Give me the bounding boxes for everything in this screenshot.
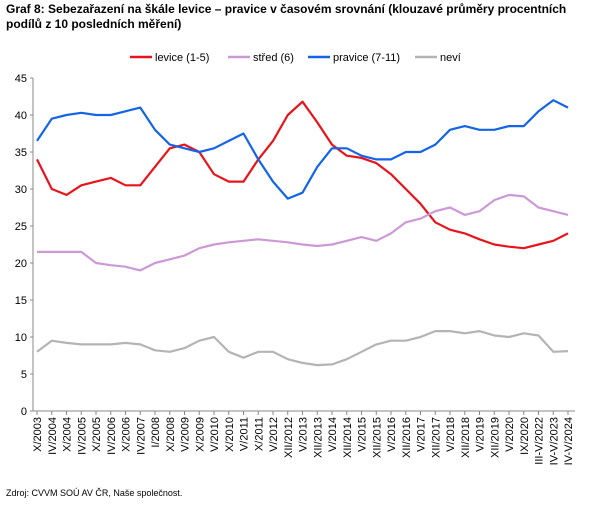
x-tick-label: V/2019 [475,417,487,452]
x-tick-label: X/2004 [62,417,74,452]
x-tick-label: XII/2014 [342,417,354,458]
y-tick-label: 15 [15,295,27,307]
legend-label: pravice (7-11) [333,52,400,64]
x-tick-label: IV-V/2023 [548,417,560,465]
x-tick-label: III-V/2022 [534,417,546,465]
series-line [36,99,569,200]
y-tick-label: 45 [15,73,27,85]
x-tick-label: XII/2015 [371,417,383,458]
source-note: Zdroj: CVVM SOÚ AV ČR, Naše společnost. [6,488,183,498]
y-tick-label: 20 [15,258,27,270]
x-tick-label: V/2009 [180,417,192,452]
legend-label: neví [440,52,461,64]
x-tick-label: V/2011 [239,417,251,451]
y-tick-label: 0 [21,406,27,418]
y-tick-label: 10 [15,332,27,344]
x-tick-label: V/2017 [416,417,428,452]
x-tick-label: X/2010 [224,417,236,452]
x-tick-label: V/2014 [327,417,339,452]
series-line [36,330,569,367]
y-tick-label: 40 [15,110,27,122]
x-tick-label: X/2003 [32,417,44,452]
y-tick-label: 5 [21,369,27,381]
x-tick-label: I/2008 [150,417,162,448]
x-tick-label: XII/2013 [312,417,324,458]
legend-label: střed (6) [253,52,294,64]
series-line [37,193,569,272]
series-line [36,100,569,250]
x-tick-label: IX/2020 [519,417,531,455]
x-tick-label: V/2013 [298,417,310,452]
x-tick-label: X/2009 [194,417,206,452]
x-tick-label: V/2016 [386,417,398,452]
y-tick-label: 30 [15,184,27,196]
x-tick-label: XII/2012 [283,417,295,458]
x-tick-label: IV/2007 [135,417,147,455]
y-tick-label: 25 [15,221,27,233]
x-tick-label: V/2020 [504,417,516,452]
legend-label: levice (1-5) [155,52,209,64]
x-tick-label: V/2010 [209,417,221,452]
x-tick-label: X/2006 [121,417,133,452]
x-tick-label: V/2018 [445,417,457,452]
x-tick-label: X/2005 [91,417,103,452]
x-tick-label: IV/2004 [47,417,59,455]
x-tick-label: XII/2016 [401,417,413,458]
x-tick-label: X/2011 [253,417,265,451]
x-tick-label: V/2015 [357,417,369,452]
x-tick-label: IV/2006 [106,417,118,455]
x-tick-label: V/2012 [268,417,280,452]
x-tick-label: XII/2018 [460,417,472,458]
x-tick-label: X/2008 [165,417,177,452]
y-tick-label: 35 [15,147,27,159]
x-tick-label: IV/2005 [76,417,88,455]
chart-title: Graf 8: Sebezařazení na škále levice – p… [6,2,567,31]
x-tick-label: XII/2017 [430,417,442,458]
x-tick-label: IV-V/2024 [563,417,575,465]
x-tick-label: XII/2019 [489,417,501,458]
